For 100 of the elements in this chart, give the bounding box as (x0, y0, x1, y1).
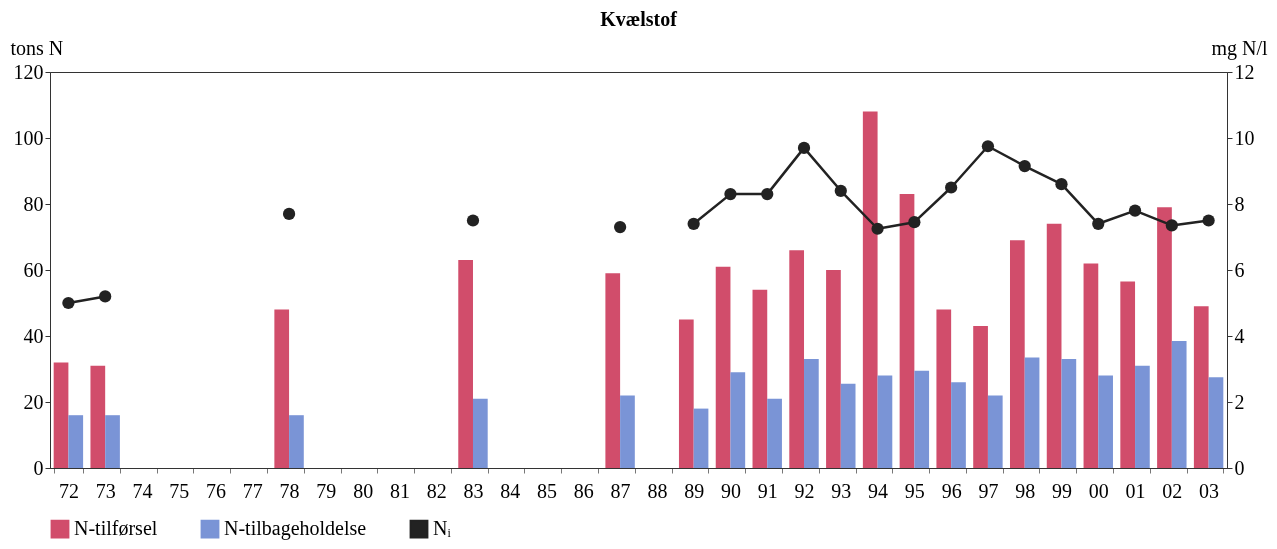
x-tick-label: 80 (353, 479, 374, 502)
bar (804, 359, 819, 468)
bar (678, 319, 694, 468)
bar (1193, 306, 1209, 468)
point (613, 220, 627, 234)
bar (987, 395, 1003, 468)
x-tick-label: 86 (573, 479, 594, 502)
x-tick-label: 73 (95, 479, 116, 502)
bar (1208, 377, 1224, 468)
point (1018, 159, 1031, 173)
y-tick-label: 100 (13, 126, 44, 149)
x-tick-label: 81 (389, 479, 410, 502)
bar (973, 326, 988, 468)
bar (472, 398, 488, 468)
bar (274, 309, 290, 468)
bar (862, 111, 878, 468)
x-tick-label: 77 (242, 479, 263, 502)
point (724, 187, 737, 201)
x-tick-label: 00 (1088, 479, 1109, 502)
y2-tick-label: 8 (1234, 192, 1245, 215)
bar (752, 289, 768, 468)
bar (53, 362, 69, 468)
bar (620, 395, 635, 468)
bar (1157, 207, 1172, 468)
y2-tick-label: 2 (1234, 390, 1245, 413)
bar (767, 398, 782, 468)
bar (951, 382, 966, 468)
y-tick-label: 40 (23, 324, 44, 347)
point (945, 181, 958, 194)
x-tick-label: 83 (463, 479, 484, 502)
point (871, 222, 884, 235)
y-axis-title: tons N (10, 36, 64, 59)
x-tick-label: 90 (720, 479, 741, 502)
point (687, 217, 700, 230)
legend-label: N-tilbageholdelse (224, 517, 367, 541)
y2-axis-title: mg N/l (1211, 36, 1268, 60)
x-tick-label: 85 (537, 479, 558, 502)
x-tick-label: 75 (169, 479, 190, 502)
x-tick-label: 92 (794, 479, 815, 502)
x-tick-label: 91 (757, 479, 778, 502)
y-tick-label: 20 (23, 390, 44, 413)
y2-tick-label: 12 (1234, 60, 1255, 83)
point (908, 216, 921, 229)
point (1055, 178, 1068, 191)
point (1128, 204, 1142, 217)
x-tick-label: 02 (1162, 479, 1183, 502)
point (282, 207, 296, 221)
bar (1083, 263, 1099, 468)
x-tick-label: 88 (647, 479, 668, 502)
bar (1009, 240, 1025, 468)
bar (693, 408, 709, 468)
bar (1046, 223, 1062, 468)
point (466, 214, 480, 227)
x-tick-label: 76 (206, 479, 227, 502)
y2-tick-label: 4 (1234, 324, 1245, 347)
bar (899, 194, 915, 468)
point (99, 290, 112, 303)
bar (90, 365, 106, 468)
x-tick-label: 78 (279, 479, 300, 502)
x-tick-label: 97 (978, 479, 999, 502)
point (981, 140, 995, 153)
x-tick-label: 03 (1199, 479, 1220, 502)
point (834, 184, 847, 197)
x-tick-label: 84 (500, 479, 521, 502)
y-tick-label: 120 (13, 60, 44, 83)
bar (1061, 359, 1077, 468)
y2-tick-label: 0 (1234, 456, 1245, 479)
bar (1098, 375, 1113, 468)
x-tick-label: 93 (831, 479, 852, 502)
point (1165, 219, 1178, 232)
y-tick-label: 80 (23, 192, 44, 215)
x-tick-label: 98 (1015, 479, 1036, 502)
bar (605, 273, 621, 468)
x-tick-label: 94 (868, 479, 889, 502)
legend-label: N-tilførsel (74, 517, 158, 540)
x-tick-label: 01 (1125, 479, 1146, 502)
bar (105, 415, 120, 468)
x-tick-label: 99 (1051, 479, 1072, 502)
bar (1171, 340, 1187, 468)
bar (1120, 281, 1136, 468)
point (62, 296, 75, 310)
point (1092, 217, 1105, 230)
x-tick-label: 89 (684, 479, 705, 502)
x-tick-label: 95 (904, 479, 925, 502)
bar (289, 415, 304, 468)
bar (840, 383, 856, 468)
x-tick-label: 74 (132, 479, 153, 502)
bar (789, 250, 805, 468)
chart-title: Kvælstof (600, 8, 678, 30)
y-tick-label: 0 (33, 456, 44, 479)
y-tick-label: 60 (23, 258, 44, 281)
bar (1135, 365, 1150, 468)
x-tick-label: 87 (610, 479, 631, 502)
x-tick-label: 72 (58, 479, 79, 502)
bar (877, 375, 893, 468)
y2-tick-label: 10 (1234, 126, 1255, 149)
point (761, 187, 774, 201)
y2-tick-label: 6 (1234, 258, 1245, 281)
bar (715, 266, 731, 468)
bar (826, 270, 841, 468)
